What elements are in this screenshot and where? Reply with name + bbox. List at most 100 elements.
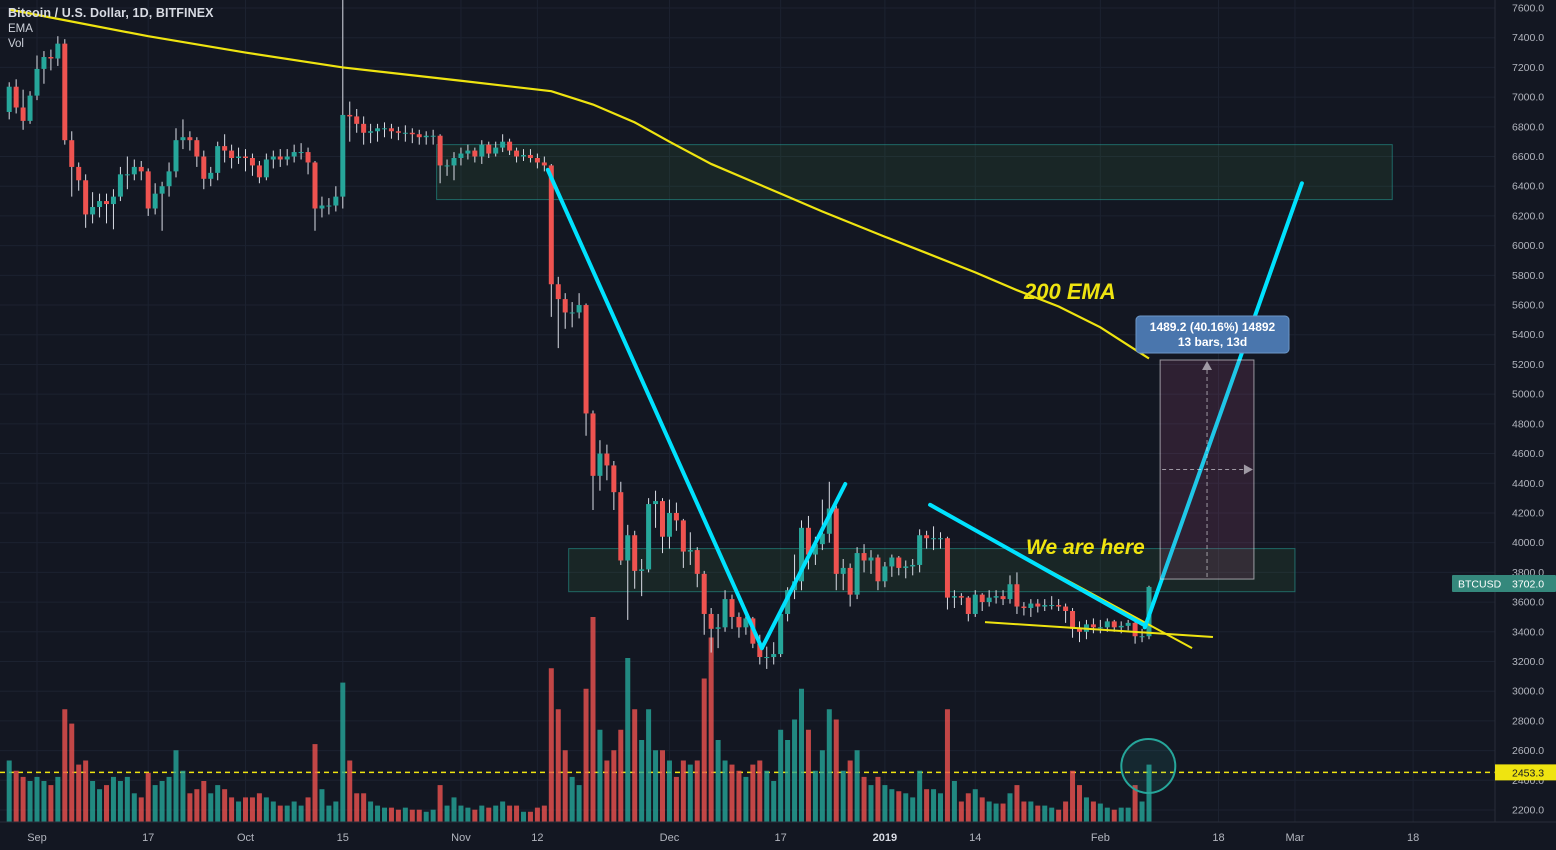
volume-bar: [382, 807, 387, 822]
volume-bar: [368, 801, 374, 822]
candle-body: [104, 201, 109, 205]
measure-right-arrow-icon: [1243, 464, 1253, 475]
candle-body: [917, 535, 923, 565]
candle-body: [416, 134, 422, 138]
measure-box-rect[interactable]: [1159, 359, 1255, 580]
volume-bar: [1049, 807, 1055, 822]
ema-200-line[interactable]: [8, 8, 1150, 360]
annotation-here_annotation[interactable]: We are here: [1026, 536, 1145, 559]
volume-bar: [743, 776, 749, 822]
price-axis[interactable]: 2200.02400.02600.02800.03000.03200.03400…: [1494, 0, 1556, 850]
volume-bar: [1104, 807, 1110, 822]
candle-body: [951, 596, 957, 598]
candle-body: [444, 165, 450, 167]
time-axis-bg[interactable]: [0, 822, 1556, 850]
time-tick-label: 18: [1407, 832, 1419, 844]
candle-body: [819, 533, 825, 545]
volume-bar: [590, 617, 596, 822]
indicator-ema-label[interactable]: EMA: [8, 23, 33, 35]
volume-bar: [583, 688, 589, 822]
volume-bar: [291, 801, 297, 822]
volume-bar: [138, 797, 144, 822]
candle-body: [722, 599, 728, 628]
volume-bar: [1028, 801, 1034, 822]
volume-bar: [896, 791, 902, 822]
volume-bar: [673, 776, 679, 822]
volume-bar: [847, 760, 853, 822]
annotation-ema_annotation[interactable]: 200 EMA: [1023, 279, 1116, 304]
cyan-trend-line[interactable]: [928, 502, 1148, 628]
candle-body: [34, 68, 40, 96]
candle-body: [479, 144, 485, 157]
candle-body: [534, 158, 540, 163]
candle-body: [576, 305, 582, 313]
price-tick-label: 6400.0: [1512, 181, 1544, 193]
volume-bar: [1021, 801, 1027, 822]
volume-bar: [243, 797, 248, 822]
volume-bar: [1000, 803, 1006, 822]
candle-body: [1035, 603, 1041, 607]
candle-body: [1132, 622, 1138, 637]
wedge-trend-line[interactable]: [984, 621, 1214, 638]
measure-tool[interactable]: [1159, 359, 1255, 580]
volume-bar: [611, 750, 617, 822]
volume-bar: [527, 811, 533, 822]
candle-body: [1139, 636, 1145, 638]
cyan-trend-line[interactable]: [545, 167, 764, 651]
volume-bar: [104, 785, 109, 822]
candle-body: [632, 535, 638, 571]
price-tick-label: 2600.0: [1512, 745, 1544, 757]
volume-bar: [1070, 770, 1076, 822]
volume-bar: [76, 764, 82, 822]
volume-bar: [632, 709, 638, 822]
volume-bar: [666, 760, 672, 822]
volume-bar: [541, 805, 547, 822]
price-tick-label: 6800.0: [1512, 121, 1544, 133]
candle-body: [694, 550, 700, 574]
volume-bar: [548, 668, 554, 822]
volume-bar: [861, 776, 867, 822]
price-tick-label: 3200.0: [1512, 656, 1544, 668]
volume-bar: [62, 709, 68, 822]
candle-body: [402, 132, 408, 134]
price-tick-label: 4000.0: [1512, 537, 1544, 549]
candle-body: [903, 566, 909, 568]
volume-bar: [124, 776, 130, 822]
volume-bar: [208, 793, 214, 822]
cyan-trend-line[interactable]: [759, 482, 848, 651]
volume-highlight-circle[interactable]: [1120, 738, 1177, 794]
volume-bar: [249, 797, 255, 822]
time-axis[interactable]: Sep 17 Oct 15 Nov 12 Dec 17 2019 14 Feb 18 Mar 18: [0, 821, 1556, 850]
price-tick-label: 6200.0: [1512, 210, 1544, 222]
candle-body: [243, 156, 248, 159]
candle-body: [13, 86, 19, 108]
volume-bar: [1118, 807, 1124, 822]
price-axis-bg[interactable]: [1495, 0, 1556, 850]
candle-body: [944, 538, 950, 598]
volume-bar: [826, 709, 832, 822]
candle-body: [180, 137, 186, 141]
volume-bar: [1125, 807, 1131, 822]
volume-bar: [1035, 805, 1041, 822]
price-zone-rect[interactable]: [568, 548, 1296, 593]
candle-body: [145, 171, 151, 209]
candle-body: [347, 114, 353, 117]
volume-bar: [201, 781, 207, 822]
candle-body: [931, 538, 937, 540]
candle-body: [69, 140, 75, 167]
symbol-title[interactable]: Bitcoin / U.S. Dollar, 1D, BITFINEX: [8, 6, 214, 20]
volume-bar: [1090, 801, 1096, 822]
candle-body: [55, 43, 61, 59]
symbol-chip-text: BTCUSD: [1458, 579, 1502, 591]
cyan-trend-line[interactable]: [1142, 181, 1304, 630]
price-zone-rect[interactable]: [436, 144, 1393, 201]
volume-bar: [521, 811, 526, 822]
candle-body: [110, 196, 116, 205]
measure-tooltip-bg: [1135, 315, 1290, 354]
volume-bar: [131, 793, 137, 822]
volume-bar: [799, 688, 804, 822]
candle-body: [521, 155, 526, 157]
volume-bar: [458, 805, 464, 822]
indicator-vol-label[interactable]: Vol: [8, 38, 24, 50]
